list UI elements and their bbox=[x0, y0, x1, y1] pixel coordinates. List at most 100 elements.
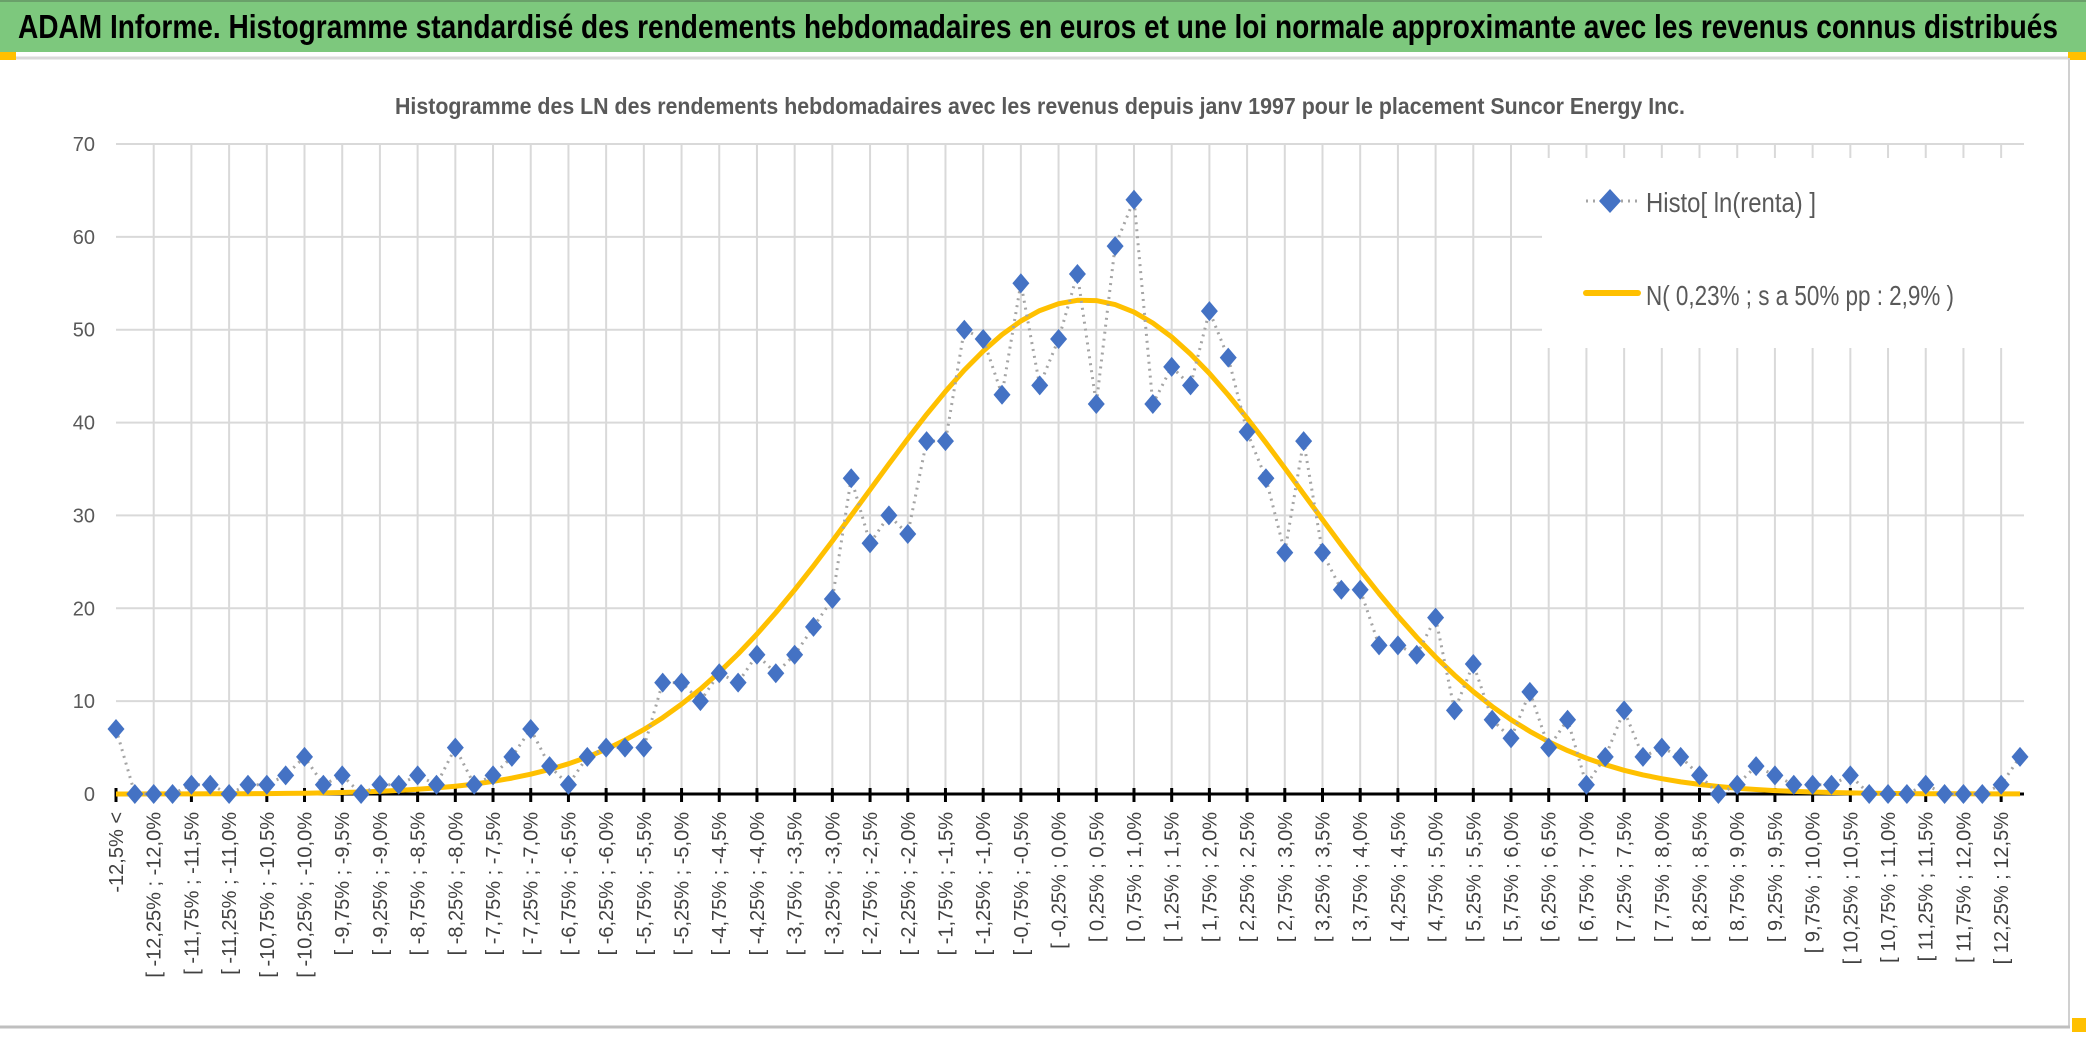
histogram-point bbox=[1050, 329, 1068, 349]
y-tick-label: 30 bbox=[73, 505, 95, 527]
legend-normal-label: N( 0,23% ; s a 50% pp : 2,9% ) bbox=[1646, 280, 1954, 311]
histogram-point bbox=[1370, 635, 1388, 656]
legend: Histo[ ln(renta) ] N( 0,23% ; s a 50% pp… bbox=[1542, 158, 2054, 348]
x-tick-label: [ -0,25% ; 0,0% bbox=[1049, 812, 1071, 949]
histogram-point bbox=[277, 765, 295, 786]
histogram-point bbox=[1860, 784, 1878, 804]
histogram-point bbox=[1898, 784, 1916, 804]
histogram-point bbox=[880, 505, 898, 526]
x-tick-label: [ -4,25% ; -4,0% bbox=[747, 812, 769, 956]
x-tick-label: [ 5,75% ; 6,0% bbox=[1501, 812, 1523, 942]
x-tick-label: [ -7,75% ; -7,5% bbox=[483, 812, 505, 956]
histogram-point bbox=[1728, 774, 1746, 795]
x-tick-label: [ -0,75% ; -0,5% bbox=[1011, 812, 1033, 956]
histogram-point bbox=[1182, 375, 1200, 396]
histogram-point bbox=[164, 784, 182, 804]
histogram-point bbox=[107, 719, 125, 739]
histogram-series bbox=[107, 189, 2029, 804]
histogram-point bbox=[1389, 635, 1407, 656]
x-tick-label: [ 11,25% ; 11,5% bbox=[1916, 812, 1938, 962]
histogram-point bbox=[1200, 301, 1218, 322]
histogram-point bbox=[1917, 774, 1935, 795]
histogram-point bbox=[409, 765, 427, 786]
histogram-point bbox=[1445, 700, 1463, 721]
x-tick-label: [ -4,75% ; -4,5% bbox=[709, 812, 731, 956]
histogram-point bbox=[1257, 468, 1275, 489]
histogram-point bbox=[597, 737, 615, 758]
x-tick-label: [ 8,75% ; 9,0% bbox=[1727, 812, 1749, 942]
x-tick-label: [ 7,25% ; 7,5% bbox=[1614, 812, 1636, 942]
x-axis-ticks: -12,5% < [ -12,25% ; -12,0% [ -11,75% ; -1… bbox=[106, 788, 2024, 978]
histogram-point bbox=[1295, 431, 1313, 452]
legend-histo-diamond-icon bbox=[1599, 189, 1621, 213]
histogram-point bbox=[805, 616, 823, 637]
chart-title: Histogramme des LN des rendements hebdom… bbox=[395, 93, 1685, 119]
x-tick-label: [ 3,25% ; 3,5% bbox=[1312, 812, 1334, 942]
x-tick-label: [ -3,75% ; -3,5% bbox=[785, 812, 807, 956]
histogram-point bbox=[1709, 784, 1727, 804]
legend-histo-label: Histo[ ln(renta) ] bbox=[1646, 187, 1816, 218]
x-tick-label: [ 3,75% ; 4,0% bbox=[1350, 812, 1372, 942]
histogram-point bbox=[1238, 421, 1256, 442]
histogram-point bbox=[182, 774, 200, 795]
x-tick-label: [ 4,75% ; 5,0% bbox=[1426, 812, 1448, 942]
histogram-point bbox=[258, 774, 276, 795]
histogram-point bbox=[710, 663, 728, 684]
histogram-point bbox=[1577, 774, 1595, 795]
histogram-point bbox=[729, 672, 747, 693]
corner-mark-right bbox=[2068, 52, 2086, 60]
y-tick-label: 40 bbox=[73, 413, 95, 435]
x-tick-label: [ 1,75% ; 2,0% bbox=[1199, 812, 1221, 942]
x-tick-label: [ 0,25% ; 0,5% bbox=[1086, 812, 1108, 942]
histogram-point bbox=[842, 468, 860, 489]
x-tick-label: [ 2,75% ; 3,0% bbox=[1275, 812, 1297, 942]
histogram-point bbox=[503, 746, 521, 767]
histogram-point bbox=[1691, 765, 1709, 786]
x-tick-label: [ 5,25% ; 5,5% bbox=[1463, 812, 1485, 942]
x-tick-label: [ -10,25% ; -10,0% bbox=[295, 812, 317, 978]
histogram-point bbox=[1634, 746, 1652, 767]
histogram-point bbox=[616, 737, 634, 758]
histogram-point bbox=[1596, 746, 1614, 767]
histogram-point bbox=[635, 737, 653, 758]
x-tick-label: [ -9,75% ; -9,5% bbox=[332, 812, 354, 956]
x-tick-label: [ -1,75% ; -1,5% bbox=[935, 812, 957, 956]
histogram-point bbox=[786, 644, 804, 665]
x-tick-label: -12,5% < bbox=[106, 812, 128, 893]
histogram-point bbox=[673, 672, 691, 693]
x-tick-label: [ -8,25% ; -8,0% bbox=[445, 812, 467, 956]
histogram-point bbox=[1219, 347, 1237, 368]
y-tick-label: 70 bbox=[73, 134, 95, 156]
histogram-point bbox=[1672, 746, 1690, 767]
histogram-point bbox=[993, 384, 1011, 405]
x-tick-label: [ -5,75% ; -5,5% bbox=[634, 812, 656, 956]
x-tick-label: [ -9,25% ; -9,0% bbox=[370, 812, 392, 956]
x-tick-label: [ -11,75% ; -11,5% bbox=[181, 812, 203, 975]
histogram-point bbox=[1785, 774, 1803, 795]
histogram-point bbox=[861, 533, 879, 554]
histogram-point bbox=[691, 691, 709, 712]
histogram-point bbox=[1087, 394, 1105, 414]
x-tick-label: [ -10,75% ; -10,5% bbox=[257, 812, 279, 978]
x-tick-label: [ -12,25% ; -12,0% bbox=[144, 812, 166, 978]
histogram-point bbox=[145, 784, 163, 804]
x-tick-label: [ 9,75% ; 10,0% bbox=[1803, 812, 1825, 953]
histogram-point bbox=[352, 784, 370, 804]
histogram-point bbox=[1879, 784, 1897, 804]
y-tick-label: 50 bbox=[73, 320, 95, 342]
histogram-point bbox=[201, 774, 219, 795]
histogram-point bbox=[1973, 784, 1991, 804]
x-tick-label: [ 1,25% ; 1,5% bbox=[1162, 812, 1184, 942]
histogram-point bbox=[578, 746, 596, 767]
x-tick-label: [ 10,75% ; 11,0% bbox=[1878, 812, 1900, 963]
x-tick-label: [ 0,75% ; 1,0% bbox=[1124, 812, 1146, 942]
x-tick-label: [ -6,75% ; -6,5% bbox=[558, 812, 580, 956]
legend-box bbox=[1542, 158, 2054, 348]
histogram-point bbox=[1747, 756, 1765, 777]
histogram-point bbox=[371, 774, 389, 795]
histogram-point bbox=[1615, 700, 1633, 721]
histogram-point bbox=[522, 719, 540, 739]
histogram-point bbox=[559, 774, 577, 795]
histogram-point bbox=[1936, 784, 1954, 804]
histogram-point bbox=[1502, 728, 1520, 749]
